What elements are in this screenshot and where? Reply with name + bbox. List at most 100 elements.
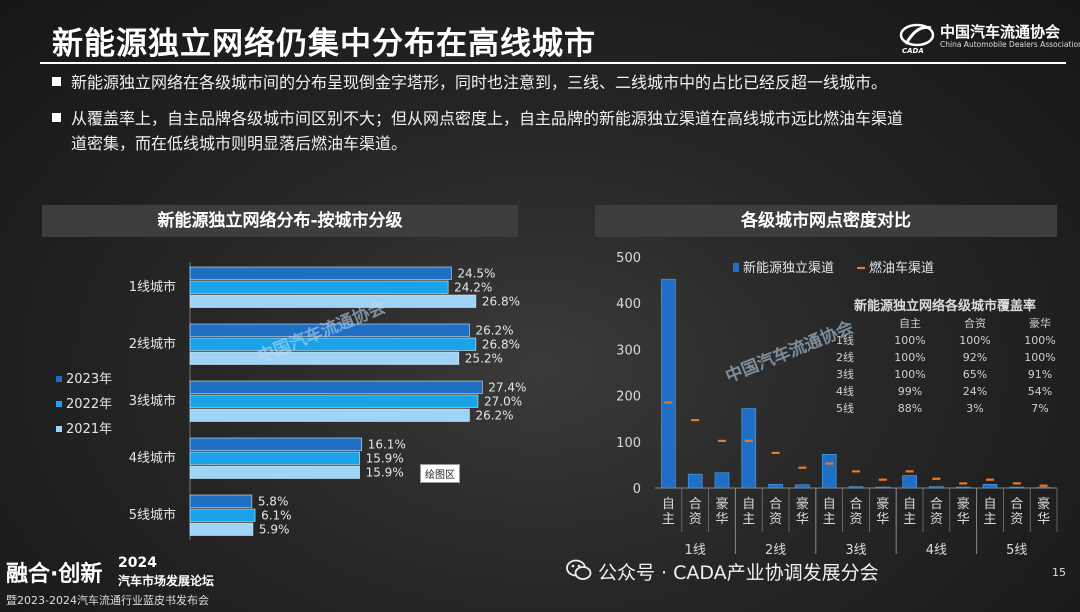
subcategory-label: 资 bbox=[769, 512, 782, 527]
subcategory-label: 合 bbox=[689, 497, 702, 512]
bullet-square-icon bbox=[52, 77, 61, 86]
bar bbox=[741, 408, 757, 489]
bar bbox=[189, 451, 360, 465]
legend-swatch bbox=[56, 376, 62, 382]
title-underline bbox=[40, 62, 1066, 64]
bullet-2-text-continued: 道密集，而在低线城市则明显落后燃油车渠道。 bbox=[71, 134, 408, 153]
data-label: 6.1% bbox=[261, 509, 292, 523]
bar bbox=[189, 465, 360, 479]
wechat-icon bbox=[566, 559, 592, 580]
group-label: 2线 bbox=[765, 543, 786, 558]
data-label: 15.9% bbox=[366, 452, 404, 466]
inset-table-cell: 100% bbox=[1024, 334, 1055, 347]
cada-logo-icon: CADA bbox=[899, 23, 935, 54]
data-label: 15.9% bbox=[366, 466, 404, 480]
bar bbox=[1009, 486, 1025, 489]
subcategory-label: 华 bbox=[1037, 512, 1050, 527]
inset-table-cell: 100% bbox=[894, 351, 925, 364]
subcategory-label: 豪 bbox=[796, 496, 809, 512]
bullet-2-text: 从覆盖率上，自主品牌各级城市间区别不大；但从网点密度上，自主品牌的新能源独立渠道… bbox=[71, 109, 904, 128]
right-chart-title: 各级城市网点密度对比 bbox=[595, 205, 1057, 237]
bar bbox=[189, 351, 460, 365]
data-label: 5.8% bbox=[258, 495, 289, 509]
subcategory-label: 资 bbox=[1010, 512, 1023, 527]
bar bbox=[768, 484, 783, 489]
bar bbox=[955, 486, 971, 489]
group-label: 5线 bbox=[1006, 543, 1027, 558]
bar bbox=[661, 278, 676, 489]
data-label: 16.1% bbox=[368, 438, 406, 452]
inset-table-cell: 3线 bbox=[836, 367, 854, 381]
bar bbox=[189, 280, 449, 294]
subcategory-label: 主 bbox=[903, 512, 916, 527]
subcategory-label: 自 bbox=[903, 497, 916, 512]
bar bbox=[189, 508, 256, 522]
subcategory-label: 自 bbox=[823, 497, 836, 512]
svg-text:CADA: CADA bbox=[902, 47, 924, 54]
data-label: 27.4% bbox=[488, 381, 526, 395]
subcategory-label: 华 bbox=[876, 512, 889, 527]
cada-logo: CADA 中国汽车流通协会 China Automobile Dealers A… bbox=[898, 20, 1080, 54]
subcategory-label: 豪 bbox=[957, 496, 970, 512]
bar bbox=[687, 473, 703, 489]
category-label: 3线城市 bbox=[129, 393, 176, 409]
data-label: 26.8% bbox=[482, 295, 520, 309]
subcategory-label: 自 bbox=[983, 497, 996, 512]
legend-swatch bbox=[733, 263, 739, 272]
bar bbox=[902, 475, 917, 489]
category-label: 2线城市 bbox=[129, 336, 176, 352]
bar bbox=[189, 337, 477, 351]
group-label: 3线 bbox=[845, 543, 866, 558]
bullet-1-text: 新能源独立网络在各级城市间的分布呈现倒金字塔形，同时也注意到，三线、二线城市中的… bbox=[71, 73, 888, 92]
bar bbox=[821, 453, 837, 489]
inset-table-cell: 54% bbox=[1028, 385, 1052, 398]
inset-table-cell: 100% bbox=[894, 334, 925, 347]
bar bbox=[982, 484, 998, 489]
bar bbox=[929, 486, 944, 489]
bullet-square-icon bbox=[52, 113, 61, 122]
subcategory-label: 华 bbox=[715, 512, 728, 527]
bar bbox=[189, 522, 254, 536]
group-label: 4线 bbox=[926, 543, 947, 558]
subcategory-label: 主 bbox=[662, 512, 675, 527]
category-label: 4线城市 bbox=[129, 450, 176, 466]
legend-label: 2023年 bbox=[66, 372, 112, 387]
y-tick-label: 500 bbox=[616, 251, 641, 266]
subcategory-label: 自 bbox=[662, 497, 675, 512]
wechat-account-name: 公众号 · CADA产业协调发展分会 bbox=[598, 562, 879, 584]
subcategory-label: 资 bbox=[689, 512, 702, 527]
subcategory-label: 合 bbox=[1010, 497, 1023, 512]
data-label: 27.0% bbox=[484, 395, 522, 409]
legend-label: 新能源独立渠道 bbox=[743, 260, 834, 276]
inset-table-cell: 7% bbox=[1031, 402, 1048, 415]
left-chart-title: 新能源独立网络分布-按城市分级 bbox=[42, 205, 518, 237]
legend-swatch bbox=[56, 426, 62, 432]
subcategory-label: 豪 bbox=[876, 496, 889, 512]
bullet-1: 新能源独立网络在各级城市间的分布呈现倒金字塔形，同时也注意到，三线、二线城市中的… bbox=[52, 70, 1062, 95]
subcategory-label: 资 bbox=[849, 512, 862, 527]
subcategory-label: 主 bbox=[823, 512, 836, 527]
inset-table-cell: 100% bbox=[894, 368, 925, 381]
subcategory-label: 合 bbox=[849, 497, 862, 512]
subcategory-label: 合 bbox=[769, 497, 782, 512]
inset-table-title: 新能源独立网络各级城市覆盖率 bbox=[854, 298, 1036, 314]
logo-chinese-name: 中国汽车流通协会 bbox=[940, 23, 1061, 41]
bar bbox=[189, 437, 363, 451]
inset-table-cell: 88% bbox=[898, 402, 922, 415]
subcategory-label: 豪 bbox=[1037, 496, 1050, 512]
subcategory-label: 主 bbox=[742, 512, 755, 527]
wechat-account: 公众号 · CADA产业协调发展分会 bbox=[566, 558, 879, 585]
bar bbox=[714, 472, 730, 489]
footer-slogan: 融合·创新 bbox=[6, 562, 103, 587]
y-tick-label: 300 bbox=[616, 343, 641, 358]
inset-table-cell: 5线 bbox=[836, 401, 854, 415]
category-label: 1线城市 bbox=[129, 279, 176, 295]
y-tick-label: 100 bbox=[616, 436, 641, 451]
subcategory-label: 自 bbox=[742, 497, 755, 512]
y-tick-label: 0 bbox=[633, 482, 641, 497]
data-label: 5.9% bbox=[259, 523, 290, 537]
inset-table-cell: 100% bbox=[1024, 351, 1055, 364]
city-tier-distribution-chart: 1线城市24.5%24.2%26.8%2线城市26.2%26.8%25.2%3线… bbox=[56, 262, 526, 540]
inset-table-header: 自主 bbox=[899, 317, 921, 330]
inset-table-header: 合资 bbox=[964, 316, 986, 330]
